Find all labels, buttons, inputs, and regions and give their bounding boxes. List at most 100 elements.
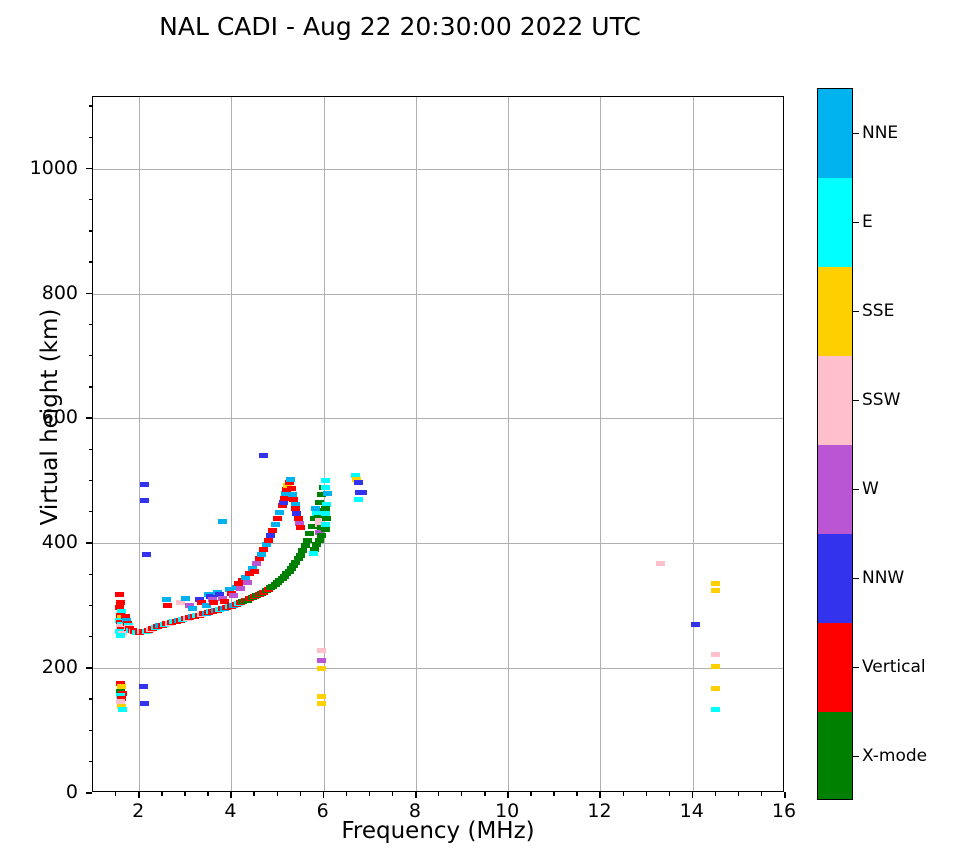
colorbar-segment-sse: [818, 267, 852, 356]
x-axis-minor-tick: [760, 792, 763, 796]
data-point: [187, 605, 197, 611]
data-point: [315, 529, 325, 535]
x-axis-minor-tick: [391, 792, 394, 796]
data-point: [293, 556, 303, 562]
colorbar-segment-nnw: [818, 534, 852, 623]
data-point: [321, 515, 331, 521]
x-axis-minor-tick: [461, 792, 463, 796]
data-point: [312, 542, 322, 548]
data-point: [289, 563, 299, 569]
y-axis-tick: [86, 542, 92, 544]
data-point: [243, 579, 253, 585]
data-point: [254, 556, 264, 562]
data-point: [287, 492, 297, 498]
data-point: [711, 664, 721, 670]
x-axis-minor-tick: [161, 792, 163, 796]
data-point: [206, 593, 216, 599]
data-point: [116, 698, 126, 704]
data-point: [281, 490, 291, 496]
data-point: [711, 686, 721, 692]
y-axis-minor-tick: [88, 230, 92, 232]
colorbar-segment-vertical: [818, 623, 852, 712]
data-point: [120, 614, 130, 620]
y-axis-tick-label: 800: [41, 281, 78, 304]
colorbar-tick: [853, 666, 859, 669]
data-point: [217, 595, 227, 601]
x-axis-tick: [507, 792, 509, 798]
y-axis-tick-label: 0: [65, 781, 78, 803]
data-point: [282, 487, 292, 493]
data-point: [307, 523, 317, 529]
data-point: [278, 499, 288, 505]
colorbar-segment-e: [818, 178, 852, 267]
y-axis-minor-tick: [88, 136, 92, 138]
data-point: [316, 525, 326, 531]
data-point: [201, 603, 211, 609]
data-point: [238, 578, 248, 584]
data-point: [263, 537, 273, 543]
data-point: [259, 453, 269, 459]
data-point: [711, 707, 721, 713]
data-point: [286, 565, 296, 571]
colorbar: [817, 88, 853, 800]
x-axis-minor-tick: [576, 792, 578, 796]
data-point: [273, 515, 283, 521]
data-point: [117, 706, 127, 712]
y-axis-tick-label: 600: [41, 406, 78, 429]
x-axis-tick-label: 2: [132, 800, 145, 822]
data-point: [293, 515, 303, 521]
data-point: [236, 585, 246, 591]
data-point: [711, 651, 721, 657]
gridline-vertical: [139, 97, 141, 791]
colorbar-segment-ssw: [818, 356, 852, 445]
data-point: [176, 600, 186, 606]
data-point: [303, 537, 313, 543]
data-point: [316, 657, 326, 663]
y-axis-tick-label: 400: [41, 531, 78, 554]
data-point: [116, 681, 126, 687]
data-point: [296, 525, 306, 531]
data-point: [140, 701, 150, 707]
data-point: [231, 584, 241, 590]
data-point: [229, 593, 239, 599]
y-axis-tick: [86, 667, 92, 669]
data-point: [310, 506, 320, 512]
data-point: [314, 537, 324, 543]
colorbar-tick: [853, 755, 859, 758]
plot-area: [92, 96, 784, 792]
data-point: [196, 600, 206, 606]
x-axis-minor-tick: [184, 792, 186, 796]
data-point: [322, 490, 332, 496]
x-axis-minor-tick: [714, 792, 717, 796]
data-point: [711, 581, 721, 587]
data-point: [284, 568, 294, 574]
data-point: [321, 484, 331, 490]
x-axis-minor-tick: [530, 792, 532, 796]
y-axis-minor-tick: [88, 635, 92, 638]
y-axis-minor-tick: [88, 760, 92, 763]
data-point: [315, 522, 325, 528]
x-axis-minor-tick: [345, 792, 348, 796]
colorbar-segment-nne: [818, 89, 852, 178]
data-point: [261, 542, 271, 548]
data-point: [224, 587, 234, 592]
colorbar-tick: [853, 577, 859, 580]
data-point: [139, 684, 149, 690]
data-point: [217, 518, 227, 524]
data-point: [266, 533, 276, 539]
data-point: [309, 551, 319, 557]
x-axis-tick: [784, 792, 786, 798]
y-axis-tick: [86, 792, 92, 794]
data-point: [321, 522, 331, 528]
data-point: [240, 575, 250, 581]
data-point: [116, 600, 126, 606]
x-axis-minor-tick: [368, 792, 371, 796]
data-point: [279, 495, 289, 501]
data-point: [141, 552, 151, 558]
colorbar-segment-x-mode: [818, 712, 852, 799]
colorbar-tick: [853, 488, 859, 491]
colorbar-segment-w: [818, 445, 852, 534]
gridline-vertical: [415, 97, 417, 791]
data-point: [314, 499, 324, 505]
